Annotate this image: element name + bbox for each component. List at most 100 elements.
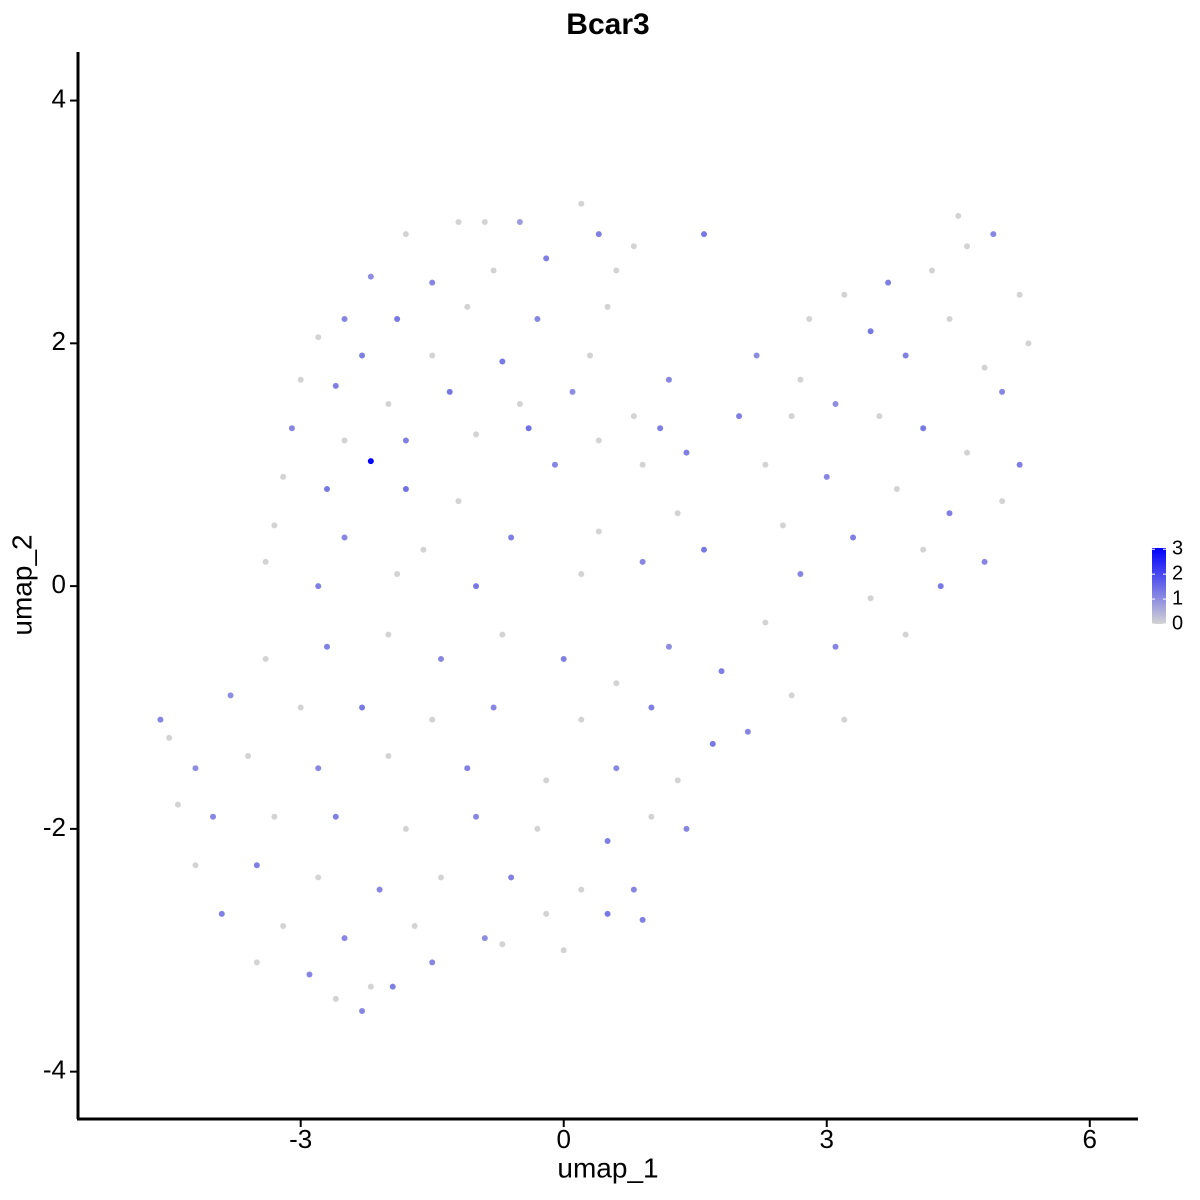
point	[902, 352, 909, 359]
point	[429, 279, 436, 286]
point	[762, 619, 769, 626]
y-tick-label: -2	[43, 812, 66, 842]
point	[1016, 461, 1023, 468]
point	[402, 231, 409, 238]
point	[604, 838, 611, 845]
point	[157, 716, 164, 723]
point	[490, 704, 497, 711]
point	[253, 959, 260, 966]
point	[788, 692, 795, 699]
point	[525, 425, 532, 432]
point	[613, 267, 620, 274]
point	[385, 753, 392, 760]
point	[516, 401, 523, 408]
y-tick-label: 4	[52, 83, 66, 113]
point	[928, 267, 935, 274]
point	[394, 316, 401, 323]
point	[253, 862, 260, 869]
point	[630, 413, 637, 420]
point	[341, 935, 348, 942]
y-axis-title: umap_2	[6, 534, 37, 635]
point	[315, 334, 322, 341]
point	[389, 983, 396, 990]
colorbar-label: 1	[1172, 587, 1183, 609]
point	[639, 461, 646, 468]
point	[332, 382, 339, 389]
point	[893, 485, 900, 492]
point	[218, 910, 225, 917]
point	[227, 692, 234, 699]
point	[946, 510, 953, 517]
x-tick-label: -3	[289, 1124, 312, 1154]
colorbar-label: 3	[1172, 538, 1183, 560]
point	[297, 704, 304, 711]
point	[964, 243, 971, 250]
colorbar-label: 0	[1172, 612, 1183, 634]
point	[367, 273, 374, 280]
point	[341, 534, 348, 541]
y-tick-label: 0	[52, 569, 66, 599]
point	[578, 716, 585, 723]
point	[613, 765, 620, 772]
point	[446, 388, 453, 395]
x-tick-label: 0	[556, 1124, 570, 1154]
y-tick-label: 2	[52, 326, 66, 356]
point	[709, 740, 716, 747]
point	[613, 680, 620, 687]
point	[499, 358, 506, 365]
point	[964, 449, 971, 456]
point	[402, 437, 409, 444]
point	[332, 813, 339, 820]
point	[534, 316, 541, 323]
point	[385, 401, 392, 408]
point	[946, 316, 953, 323]
point	[981, 558, 988, 565]
point	[569, 388, 576, 395]
point	[587, 352, 594, 359]
point	[210, 813, 217, 820]
point	[262, 558, 269, 565]
point	[920, 425, 927, 432]
point	[683, 825, 690, 832]
point	[429, 959, 436, 966]
point	[630, 243, 637, 250]
point	[499, 631, 506, 638]
point	[516, 218, 523, 225]
point	[280, 922, 287, 929]
point	[490, 267, 497, 274]
point	[902, 631, 909, 638]
point	[543, 777, 550, 784]
point	[543, 255, 550, 262]
point	[823, 473, 830, 480]
point	[779, 522, 786, 529]
point	[455, 498, 462, 505]
point	[323, 643, 330, 650]
point	[341, 437, 348, 444]
point	[876, 413, 883, 420]
point	[359, 704, 366, 711]
point	[1025, 340, 1032, 347]
point	[411, 922, 418, 929]
point	[271, 813, 278, 820]
point	[560, 947, 567, 954]
colorbar	[1152, 548, 1166, 624]
point	[315, 765, 322, 772]
point	[657, 425, 664, 432]
point	[481, 935, 488, 942]
point	[981, 364, 988, 371]
point	[604, 910, 611, 917]
point	[315, 583, 322, 590]
point	[341, 316, 348, 323]
point	[385, 631, 392, 638]
point	[429, 352, 436, 359]
point	[455, 218, 462, 225]
point	[367, 983, 374, 990]
point	[701, 231, 708, 238]
point	[551, 461, 558, 468]
x-tick-label: 6	[1083, 1124, 1097, 1154]
point	[473, 583, 480, 590]
point	[508, 874, 515, 881]
point	[788, 413, 795, 420]
point	[367, 458, 374, 465]
